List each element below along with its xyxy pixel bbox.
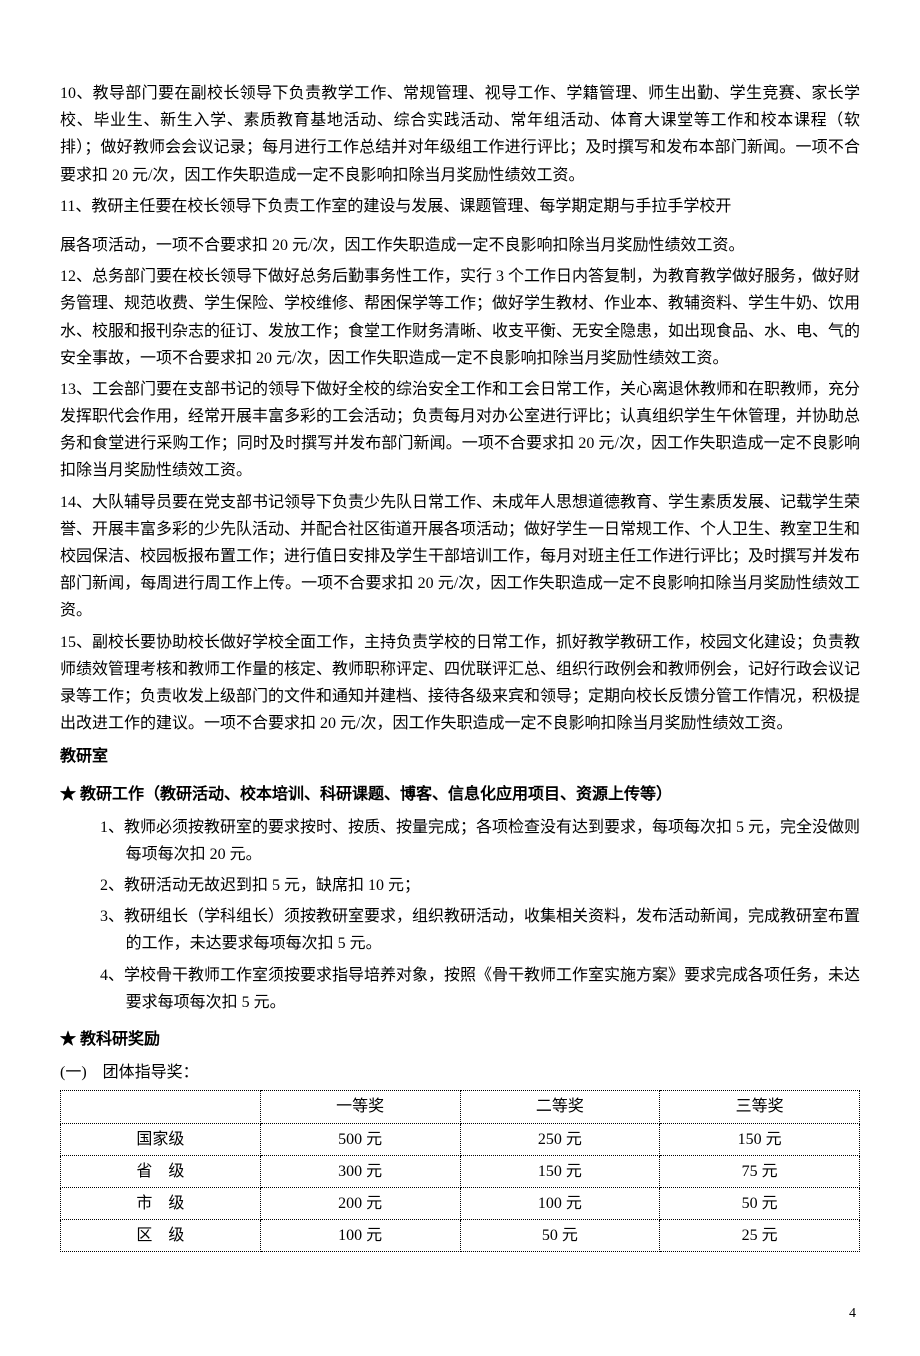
subheading-team-award: (一) 团体指导奖： <box>60 1059 860 1086</box>
table-cell: 75 元 <box>660 1155 860 1187</box>
numbered-list: 1、教师必须按教研室的要求按时、按质、按量完成；各项检查没有达到要求，每项每次扣… <box>60 814 860 1016</box>
table-cell: 25 元 <box>660 1220 860 1252</box>
heading-jiaoyan-work: ★ 教研工作（教研活动、校本培训、科研课题、博客、信息化应用项目、资源上传等） <box>60 781 860 808</box>
table-cell: 50 元 <box>660 1187 860 1219</box>
table-cell: 100 元 <box>260 1220 460 1252</box>
table-header-blank <box>61 1091 261 1123</box>
list-item-2: 2、教研活动无故迟到扣 5 元，缺席扣 10 元； <box>100 872 860 899</box>
table-cell: 100 元 <box>460 1187 660 1219</box>
table-cell: 250 元 <box>460 1123 660 1155</box>
table-cell: 150 元 <box>660 1123 860 1155</box>
table-row: 市 级 200 元 100 元 50 元 <box>61 1187 860 1219</box>
award-table: 一等奖 二等奖 三等奖 国家级 500 元 250 元 150 元 省 级 30… <box>60 1090 860 1252</box>
table-cell-level: 区 级 <box>61 1220 261 1252</box>
table-cell: 50 元 <box>460 1220 660 1252</box>
table-cell-level: 省 级 <box>61 1155 261 1187</box>
paragraph-13: 13、工会部门要在支部书记的领导下做好全校的综治安全工作和工会日常工作，关心离退… <box>60 376 860 485</box>
table-header-row: 一等奖 二等奖 三等奖 <box>61 1091 860 1123</box>
page-number: 4 <box>60 1302 860 1326</box>
list-item-1: 1、教师必须按教研室的要求按时、按质、按量完成；各项检查没有达到要求，每项每次扣… <box>100 814 860 868</box>
table-header-second: 二等奖 <box>460 1091 660 1123</box>
list-item-4: 4、学校骨干教师工作室须按要求指导培养对象，按照《骨干教师工作室实施方案》要求完… <box>100 962 860 1016</box>
table-cell-level: 市 级 <box>61 1187 261 1219</box>
table-header-third: 三等奖 <box>660 1091 860 1123</box>
paragraph-12: 12、总务部门要在校长领导下做好总务后勤事务性工作，实行 3 个工作日内答复制，… <box>60 263 860 372</box>
paragraph-11-line1: 11、教研主任要在校长领导下负责工作室的建设与发展、课题管理、每学期定期与手拉手… <box>60 193 860 220</box>
table-header-first: 一等奖 <box>260 1091 460 1123</box>
table-cell-level: 国家级 <box>61 1123 261 1155</box>
table-cell: 200 元 <box>260 1187 460 1219</box>
heading-research-award: ★ 教科研奖励 <box>60 1026 860 1053</box>
heading-jiaoyanshi: 教研室 <box>60 743 860 770</box>
table-row: 国家级 500 元 250 元 150 元 <box>61 1123 860 1155</box>
list-item-3: 3、教研组长（学科组长）须按教研室要求，组织教研活动，收集相关资料，发布活动新闻… <box>100 903 860 957</box>
table-cell: 300 元 <box>260 1155 460 1187</box>
table-cell: 150 元 <box>460 1155 660 1187</box>
paragraph-14: 14、大队辅导员要在党支部书记领导下负责少先队日常工作、未成年人思想道德教育、学… <box>60 489 860 625</box>
table-row: 区 级 100 元 50 元 25 元 <box>61 1220 860 1252</box>
table-row: 省 级 300 元 150 元 75 元 <box>61 1155 860 1187</box>
table-cell: 500 元 <box>260 1123 460 1155</box>
document-page: 10、教导部门要在副校长领导下负责教学工作、常规管理、视导工作、学籍管理、师生出… <box>0 0 920 1356</box>
paragraph-10: 10、教导部门要在副校长领导下负责教学工作、常规管理、视导工作、学籍管理、师生出… <box>60 80 860 189</box>
paragraph-15: 15、副校长要协助校长做好学校全面工作，主持负责学校的日常工作，抓好教学教研工作… <box>60 629 860 738</box>
paragraph-11-line2: 展各项活动，一项不合要求扣 20 元/次，因工作失职造成一定不良影响扣除当月奖励… <box>60 232 860 259</box>
